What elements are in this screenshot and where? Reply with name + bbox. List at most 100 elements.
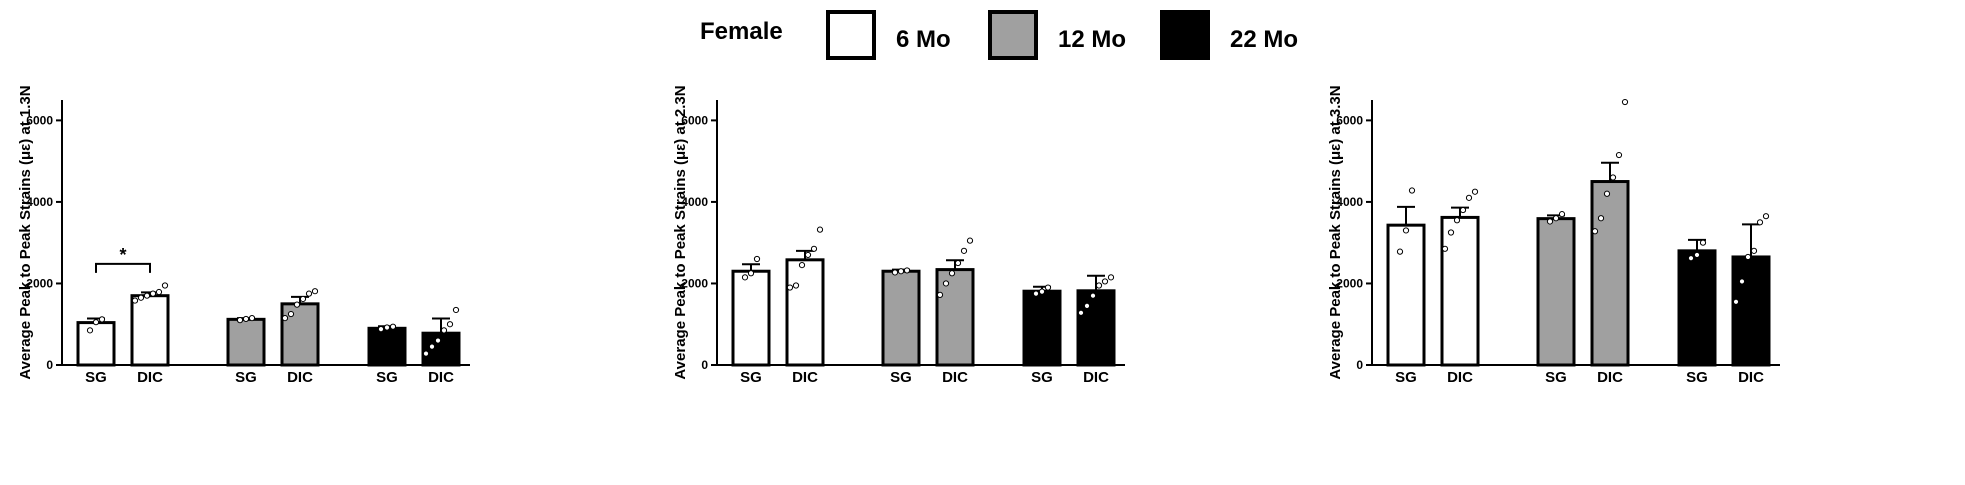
data-point	[1402, 227, 1410, 234]
data-point	[948, 270, 956, 277]
data-point	[903, 267, 911, 274]
data-point	[440, 327, 448, 334]
data-point	[305, 290, 313, 297]
data-point	[1459, 206, 1467, 214]
y-tick-label: 0	[701, 358, 708, 372]
data-point	[299, 295, 307, 303]
data-point	[92, 319, 100, 326]
data-point	[446, 321, 454, 328]
x-tick-label: SG	[1395, 369, 1417, 386]
y-tick-label: 2000	[26, 276, 53, 290]
data-point	[377, 326, 385, 333]
legend-swatch-22mo	[1160, 10, 1210, 60]
x-tick-label: SG	[376, 369, 398, 386]
bar	[935, 268, 975, 367]
y-tick-label: 2000	[681, 276, 708, 290]
bar	[1386, 223, 1426, 367]
bar	[130, 294, 170, 367]
data-point	[428, 343, 436, 350]
data-point	[1077, 309, 1085, 316]
legend: Female 6 Mo 12 Mo 22 Mo	[0, 0, 1965, 70]
data-point	[792, 282, 800, 289]
data-point	[810, 245, 818, 252]
data-point	[143, 292, 151, 299]
data-point	[1465, 194, 1473, 201]
y-axis-label: Average Peak to Peak Strains (με) at 2.3…	[672, 85, 689, 379]
data-point	[942, 280, 950, 287]
chart-1-3n: Average Peak to Peak Strains (με) at 1.3…	[17, 85, 470, 386]
y-axis-label: Average Peak to Peak Strains (με) at 3.3…	[1327, 85, 1344, 379]
bar	[280, 302, 320, 367]
legend-label-12mo: 12 Mo	[1058, 26, 1127, 53]
y-tick-label: 4000	[1336, 195, 1363, 209]
legend-swatch-12mo	[988, 10, 1038, 60]
data-point	[1615, 151, 1623, 159]
significance-bracket	[95, 262, 151, 273]
data-point	[248, 315, 256, 322]
y-tick-label: 2000	[1336, 276, 1363, 290]
x-tick-label: DIC	[137, 369, 163, 386]
x-tick-label: DIC	[792, 369, 818, 386]
data-point	[1732, 298, 1740, 305]
data-point	[287, 310, 295, 318]
bar	[1590, 180, 1630, 367]
data-point	[293, 301, 301, 308]
data-point	[1552, 215, 1560, 222]
x-tick-label: DIC	[287, 369, 313, 386]
data-point	[966, 237, 974, 244]
data-point	[1089, 292, 1097, 299]
bar	[1536, 217, 1576, 367]
bar	[1440, 215, 1480, 367]
data-point	[281, 315, 289, 322]
data-point	[954, 259, 962, 267]
bar	[226, 317, 266, 367]
data-point	[1591, 228, 1599, 235]
bar	[1022, 289, 1062, 367]
data-point	[1095, 282, 1103, 289]
data-point	[1101, 278, 1109, 285]
data-point	[1441, 245, 1449, 252]
data-point	[86, 327, 94, 334]
data-point	[753, 255, 761, 263]
data-point	[1453, 217, 1461, 224]
bar	[76, 321, 116, 367]
data-point	[161, 282, 169, 289]
data-point	[236, 317, 244, 324]
legend-label-6mo: 6 Mo	[896, 26, 951, 53]
data-point	[1032, 290, 1040, 297]
data-point	[1107, 274, 1115, 281]
data-point	[155, 288, 163, 296]
x-tick-label: SG	[890, 369, 912, 386]
data-point	[1447, 229, 1455, 236]
y-tick-label: 4000	[681, 195, 708, 209]
data-point	[98, 316, 106, 323]
data-point	[452, 306, 460, 314]
bar	[421, 331, 461, 367]
data-point	[1756, 219, 1764, 226]
y-tick-label: 6000	[26, 113, 53, 127]
data-point	[1744, 253, 1752, 261]
data-point	[960, 247, 968, 254]
data-point	[1693, 251, 1701, 259]
x-tick-label: SG	[235, 369, 257, 386]
data-point	[1750, 247, 1758, 254]
y-tick-label: 0	[1356, 358, 1363, 372]
data-point	[1083, 302, 1091, 309]
data-point	[1044, 284, 1052, 291]
bar	[1076, 289, 1116, 367]
data-point	[1621, 98, 1629, 106]
bar	[881, 269, 921, 367]
data-point	[1603, 190, 1611, 197]
data-point	[1546, 218, 1554, 225]
x-tick-label: SG	[1545, 369, 1567, 386]
bar	[1677, 249, 1717, 367]
data-point	[422, 350, 430, 357]
data-point	[311, 288, 319, 295]
data-point	[816, 226, 824, 233]
x-tick-label: SG	[1031, 369, 1053, 386]
significance-star: *	[119, 245, 126, 265]
x-tick-label: SG	[1686, 369, 1708, 386]
bar	[1731, 255, 1771, 367]
data-point	[741, 274, 749, 281]
data-point	[798, 262, 806, 269]
